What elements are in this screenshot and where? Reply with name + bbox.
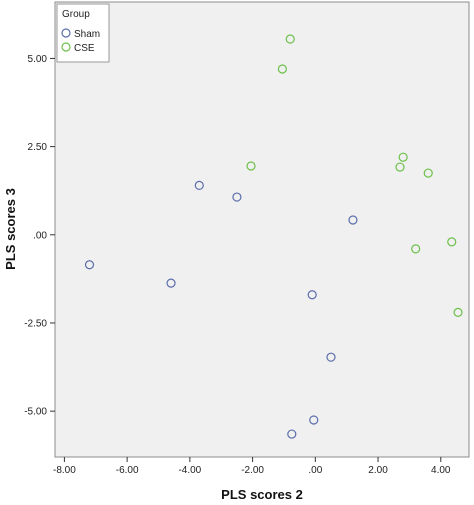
x-tick-label: .00 xyxy=(308,465,322,476)
y-tick-label: -5.00 xyxy=(24,407,47,418)
point-cse xyxy=(398,152,408,162)
legend-marker-cse xyxy=(61,42,71,52)
y-tick-label: 2.50 xyxy=(28,142,48,153)
point-sham xyxy=(287,429,297,439)
x-tick-label: -2.00 xyxy=(241,465,264,476)
point-cse xyxy=(411,244,421,254)
point-cse xyxy=(447,237,457,247)
point-sham xyxy=(348,215,358,225)
y-axis-ticks: 5.00 2.50 .00 -2.50 -5.00 xyxy=(24,54,55,418)
point-sham xyxy=(309,415,319,425)
data-points xyxy=(84,34,463,439)
point-sham xyxy=(232,192,242,202)
y-tick-label: -2.50 xyxy=(24,318,47,329)
point-cse xyxy=(395,162,405,172)
point-sham xyxy=(166,278,176,288)
x-tick-label: -4.00 xyxy=(178,465,201,476)
legend-label-sham: Sham xyxy=(74,29,100,40)
x-tick-label: 2.00 xyxy=(368,465,388,476)
legend-box xyxy=(56,3,110,63)
x-axis-title: PLS scores 2 xyxy=(221,487,303,502)
legend: Group Sham CSE xyxy=(56,3,110,63)
legend-marker-sham xyxy=(61,28,71,38)
point-cse xyxy=(423,168,433,178)
x-axis-ticks: -8.00 -6.00 -4.00 -2.00 .00 2.00 4.00 xyxy=(53,457,451,476)
y-axis-title: PLS scores 3 xyxy=(3,188,18,270)
y-tick-label: .00 xyxy=(33,230,47,241)
point-cse xyxy=(285,34,295,44)
x-tick-label: -6.00 xyxy=(116,465,139,476)
point-cse xyxy=(453,307,463,317)
plot-area xyxy=(54,1,470,458)
x-tick-label: -8.00 xyxy=(53,465,76,476)
legend-label-cse: CSE xyxy=(74,43,95,54)
legend-title: Group xyxy=(62,9,90,20)
point-sham xyxy=(326,352,336,362)
point-sham xyxy=(84,260,95,270)
point-sham xyxy=(307,290,317,300)
point-cse xyxy=(246,161,256,171)
y-tick-label: 5.00 xyxy=(28,54,48,65)
point-cse xyxy=(277,64,287,74)
x-tick-label: 4.00 xyxy=(431,465,451,476)
point-sham xyxy=(194,180,204,191)
